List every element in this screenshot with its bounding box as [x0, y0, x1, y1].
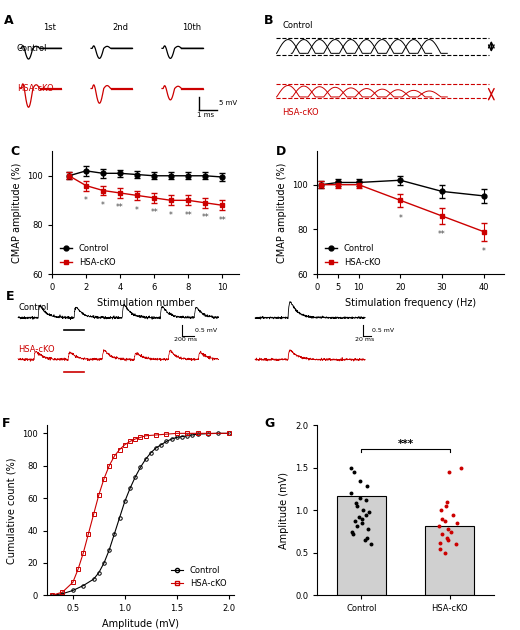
Y-axis label: CMAP amplitude (%): CMAP amplitude (%): [277, 163, 287, 263]
Point: [441, 547, 449, 558]
Text: **: **: [184, 210, 192, 220]
Point: [437, 505, 445, 515]
Point: [447, 527, 455, 537]
Text: *: *: [101, 201, 105, 210]
Text: 1 ms: 1 ms: [197, 112, 214, 118]
Text: B: B: [264, 13, 274, 26]
Text: *: *: [482, 247, 486, 256]
Bar: [337, 496, 386, 595]
Point: [364, 524, 372, 534]
Point: [443, 496, 451, 507]
Legend: Control, HSA-cKO: Control, HSA-cKO: [167, 563, 230, 591]
Text: *: *: [169, 210, 173, 220]
Point: [438, 514, 446, 524]
Text: A: A: [4, 13, 14, 26]
Point: [359, 505, 368, 515]
Point: [358, 518, 367, 528]
Point: [365, 507, 373, 517]
Point: [445, 467, 453, 477]
Text: D: D: [276, 145, 287, 158]
Text: HSA-cKO: HSA-cKO: [282, 108, 319, 117]
Point: [443, 532, 451, 542]
Point: [449, 510, 457, 520]
Text: 1st: 1st: [44, 23, 56, 32]
Point: [367, 539, 375, 549]
Point: [360, 535, 369, 545]
Y-axis label: Cumulative count (%): Cumulative count (%): [6, 457, 17, 564]
Point: [444, 535, 452, 545]
Text: Control: Control: [17, 44, 47, 53]
Point: [352, 515, 360, 525]
Text: Control: Control: [282, 21, 313, 30]
Point: [440, 515, 449, 525]
Point: [363, 481, 371, 491]
Text: HSA-cKO: HSA-cKO: [17, 84, 54, 93]
Point: [356, 476, 365, 486]
Y-axis label: CMAP amplitude (%): CMAP amplitude (%): [11, 163, 22, 263]
Text: **: **: [438, 231, 446, 239]
Legend: Control, HSA-cKO: Control, HSA-cKO: [321, 241, 384, 270]
Text: ***: ***: [397, 438, 414, 449]
Text: *: *: [135, 206, 139, 215]
Point: [438, 529, 446, 539]
Text: 200 ms: 200 ms: [174, 336, 197, 341]
Point: [444, 524, 452, 534]
Point: [353, 501, 361, 511]
Point: [355, 512, 363, 522]
Point: [349, 529, 357, 539]
Point: [457, 462, 465, 472]
Text: E: E: [6, 290, 15, 303]
Text: **: **: [201, 213, 209, 222]
Point: [358, 514, 367, 524]
Text: 20 ms: 20 ms: [356, 336, 375, 341]
Text: *: *: [84, 196, 88, 205]
X-axis label: Stimulation frequency (Hz): Stimulation frequency (Hz): [345, 297, 476, 307]
Text: **: **: [150, 208, 158, 217]
Text: 2nd: 2nd: [113, 23, 129, 32]
Text: Control: Control: [18, 304, 48, 312]
X-axis label: Amplitude (mV): Amplitude (mV): [102, 619, 179, 629]
Point: [453, 518, 461, 528]
Point: [362, 495, 370, 505]
Point: [451, 539, 460, 549]
Point: [353, 520, 361, 530]
Text: G: G: [264, 417, 275, 430]
Point: [347, 488, 355, 498]
Text: **: **: [218, 215, 226, 224]
Bar: [425, 525, 474, 595]
Point: [356, 493, 364, 503]
Text: HSA-cKO: HSA-cKO: [18, 345, 55, 354]
Point: [362, 510, 371, 520]
Text: **: **: [116, 203, 124, 212]
Point: [443, 501, 451, 511]
Text: 5 mV: 5 mV: [219, 100, 237, 106]
Text: 0.5 mV: 0.5 mV: [195, 328, 217, 333]
Text: 0.5 mV: 0.5 mV: [372, 328, 395, 333]
Point: [348, 527, 356, 537]
Legend: Control, HSA-cKO: Control, HSA-cKO: [56, 241, 119, 270]
Text: 10th: 10th: [182, 23, 201, 32]
Point: [436, 537, 444, 547]
Y-axis label: Amplitude (mV): Amplitude (mV): [279, 472, 290, 549]
Text: F: F: [2, 417, 10, 430]
X-axis label: Stimulation number: Stimulation number: [97, 297, 194, 307]
Point: [350, 467, 358, 477]
Point: [363, 532, 371, 542]
Text: C: C: [11, 145, 20, 158]
Point: [347, 462, 355, 472]
Point: [352, 498, 360, 508]
Text: *: *: [398, 214, 402, 223]
Point: [435, 520, 443, 530]
Point: [436, 544, 444, 554]
